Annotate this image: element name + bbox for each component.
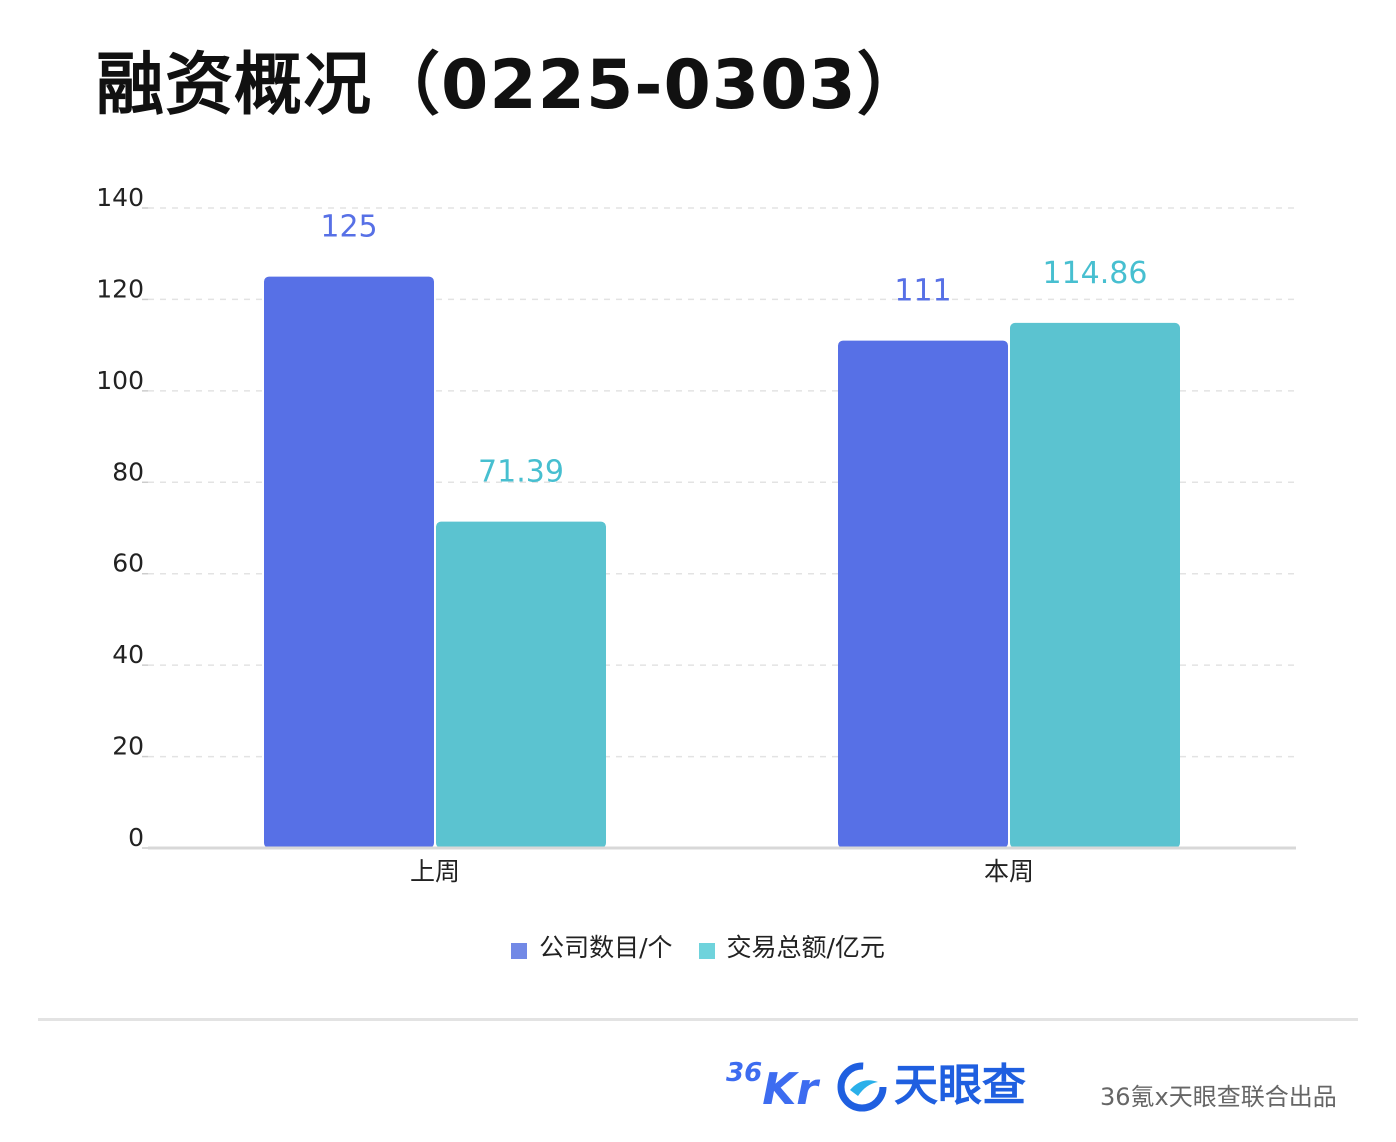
bar-1-0 xyxy=(838,340,1008,848)
tianyancha-logo-icon xyxy=(837,1062,887,1112)
y-tick-label-0: 0 xyxy=(128,823,144,852)
chart-title: 融资概况（0225-0303） xyxy=(96,46,926,125)
x-tick-label-1: 本周 xyxy=(984,857,1034,886)
y-tick-label-120: 120 xyxy=(96,274,144,303)
legend-label-company-count: 公司数目/个 xyxy=(539,933,673,962)
logo-36kr-main: Kr xyxy=(762,1064,818,1115)
footer-credit: 36氪x天眼查联合出品 xyxy=(1100,1083,1337,1111)
bar-0-1 xyxy=(436,521,606,848)
legend-item-company-count[interactable]: 公司数目/个 xyxy=(511,928,673,964)
data-label-0-0: 125 xyxy=(320,210,377,245)
y-tick-label-140: 140 xyxy=(96,183,144,212)
y-tick-label-100: 100 xyxy=(96,366,144,395)
legend-item-deal-amount[interactable]: 交易总额/亿元 xyxy=(698,928,885,964)
data-label-1-1: 114.86 xyxy=(1043,256,1148,291)
x-tick-label-0: 上周 xyxy=(410,857,460,886)
legend-swatch-company-count xyxy=(511,943,528,959)
logo-36kr: 36 Kr xyxy=(726,1058,818,1115)
y-tick-label-20: 20 xyxy=(112,732,144,761)
bar-1-1 xyxy=(1010,322,1180,848)
bar-0-0 xyxy=(264,276,434,849)
legend-label-deal-amount: 交易总额/亿元 xyxy=(726,933,885,962)
legend: 公司数目/个 交易总额/亿元 xyxy=(0,928,1396,964)
logo-36kr-sup: 36 xyxy=(726,1058,763,1088)
data-label-0-1: 71.39 xyxy=(478,455,564,490)
data-label-1-0: 111 xyxy=(894,274,951,309)
y-tick-label-80: 80 xyxy=(112,457,144,486)
y-tick-label-60: 60 xyxy=(112,549,144,578)
legend-swatch-deal-amount xyxy=(698,943,715,959)
footer-divider xyxy=(38,1018,1358,1021)
y-tick-label-40: 40 xyxy=(112,640,144,669)
logo-tianyancha-name: 天眼查 xyxy=(894,1060,1026,1111)
logo-tianyancha: 天眼查 xyxy=(836,1060,1026,1112)
